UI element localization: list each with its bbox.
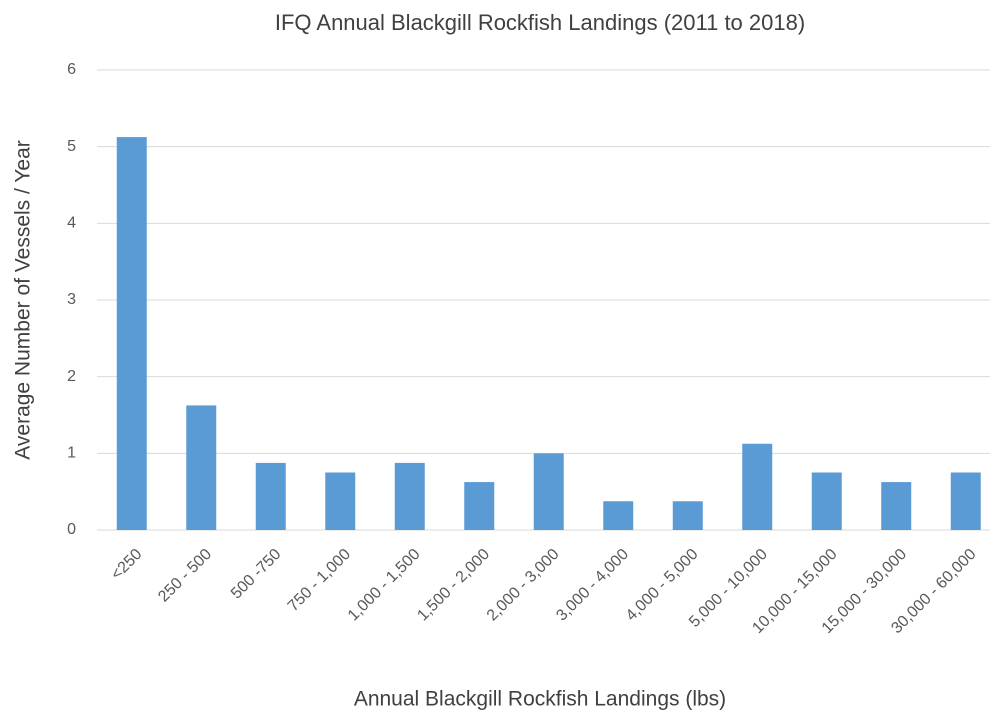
bar: [255, 462, 286, 530]
bar: [325, 472, 356, 530]
bar: [881, 482, 912, 530]
x-tick-label: 250 - 500: [155, 546, 215, 606]
x-tick-label: <250: [108, 546, 146, 584]
bar: [811, 472, 842, 530]
x-axis-title: Annual Blackgill Rockfish Landings (lbs): [354, 688, 726, 711]
bar: [950, 472, 981, 530]
y-tick-label: 5: [67, 138, 76, 155]
bar: [394, 462, 425, 530]
bar: [742, 443, 773, 530]
x-tick-label: 2,000 - 3,000: [484, 546, 563, 625]
bar: [186, 405, 217, 530]
x-tick-label: 4,000 - 5,000: [623, 546, 702, 625]
x-tick-label: 3,000 - 4,000: [553, 546, 632, 625]
bar: [603, 501, 634, 530]
y-tick-label: 2: [67, 368, 76, 385]
x-tick-label: 750 - 1,000: [285, 546, 354, 615]
y-tick-label: 6: [67, 61, 76, 78]
bar: [464, 482, 495, 530]
y-tick-label: 1: [67, 445, 76, 462]
bar: [533, 453, 564, 530]
x-tick-label: 500 -750: [228, 546, 285, 603]
y-tick-label: 4: [67, 215, 76, 232]
y-tick-label: 3: [67, 291, 76, 308]
bar: [116, 137, 147, 531]
x-tick-label: 1,000 - 1,500: [345, 546, 424, 625]
x-tick-label: 1,500 - 2,000: [414, 546, 493, 625]
chart-title: IFQ Annual Blackgill Rockfish Landings (…: [275, 10, 805, 35]
bar: [672, 501, 703, 530]
y-tick-label: 0: [67, 521, 76, 538]
y-axis-title: Average Number of Vessels / Year: [12, 140, 35, 459]
